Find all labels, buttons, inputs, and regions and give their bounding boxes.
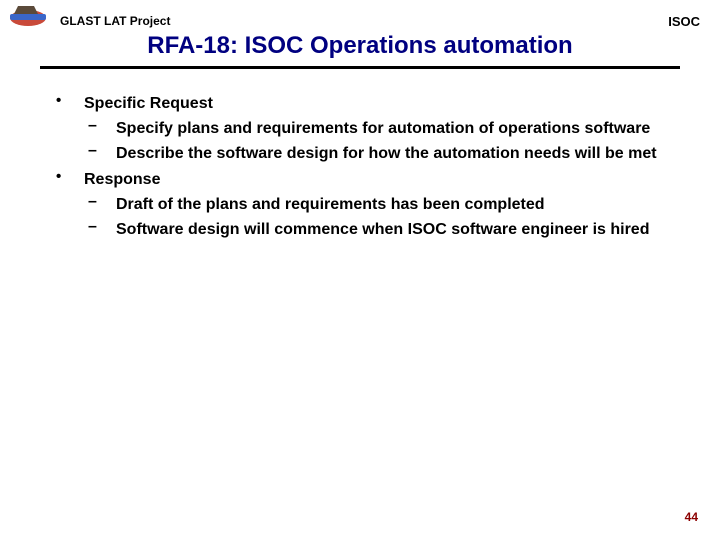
sub-list-text: Software design will commence when ISOC …	[116, 221, 649, 238]
sub-list: – Draft of the plans and requirements ha…	[84, 193, 680, 241]
sub-list-item: – Describe the software design for how t…	[84, 142, 680, 165]
project-label: GLAST LAT Project	[60, 14, 170, 28]
sub-list-text: Specify plans and requirements for autom…	[116, 120, 650, 137]
dash-icon: –	[88, 193, 97, 211]
bullet-icon: •	[56, 92, 61, 109]
dash-icon: –	[88, 142, 97, 160]
header-rule	[40, 66, 680, 69]
slide-header: GLAST LAT Project ISOC RFA-18: ISOC Oper…	[0, 0, 720, 68]
bullet-list: • Specific Request – Specify plans and r…	[40, 92, 680, 241]
sub-list-text: Describe the software design for how the…	[116, 145, 657, 162]
sub-list: – Specify plans and requirements for aut…	[84, 117, 680, 165]
isoc-label: ISOC	[668, 14, 700, 29]
bullet-icon: •	[56, 168, 61, 185]
sub-list-item: – Draft of the plans and requirements ha…	[84, 193, 680, 216]
list-item-label: Response	[84, 171, 160, 188]
list-item-label: Specific Request	[84, 95, 213, 112]
slide-content: • Specific Request – Specify plans and r…	[40, 92, 680, 243]
list-item: • Specific Request – Specify plans and r…	[40, 92, 680, 166]
dash-icon: –	[88, 218, 97, 236]
page-number: 44	[685, 510, 698, 524]
glast-logo-icon	[8, 4, 48, 30]
sub-list-item: – Specify plans and requirements for aut…	[84, 117, 680, 140]
sub-list-item: – Software design will commence when ISO…	[84, 218, 680, 241]
dash-icon: –	[88, 117, 97, 135]
slide-title: RFA-18: ISOC Operations automation	[0, 32, 720, 60]
list-item: • Response – Draft of the plans and requ…	[40, 168, 680, 242]
sub-list-text: Draft of the plans and requirements has …	[116, 196, 545, 213]
